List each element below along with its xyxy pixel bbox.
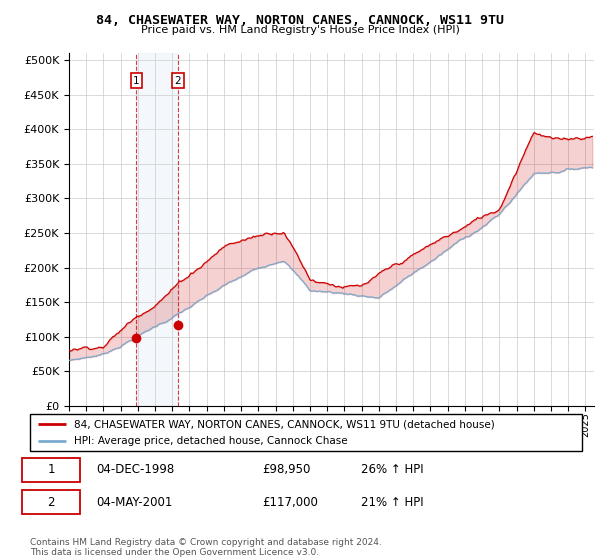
Text: Price paid vs. HM Land Registry's House Price Index (HPI): Price paid vs. HM Land Registry's House … — [140, 25, 460, 35]
FancyBboxPatch shape — [22, 491, 80, 514]
Text: 84, CHASEWATER WAY, NORTON CANES, CANNOCK, WS11 9TU: 84, CHASEWATER WAY, NORTON CANES, CANNOC… — [96, 14, 504, 27]
Text: £98,950: £98,950 — [262, 463, 310, 477]
Text: £117,000: £117,000 — [262, 496, 318, 509]
Text: 84, CHASEWATER WAY, NORTON CANES, CANNOCK, WS11 9TU (detached house): 84, CHASEWATER WAY, NORTON CANES, CANNOC… — [74, 419, 495, 429]
Text: 21% ↑ HPI: 21% ↑ HPI — [361, 496, 424, 509]
FancyBboxPatch shape — [30, 414, 582, 451]
Text: 04-DEC-1998: 04-DEC-1998 — [96, 463, 175, 477]
Text: 04-MAY-2001: 04-MAY-2001 — [96, 496, 173, 509]
FancyBboxPatch shape — [22, 458, 80, 482]
Text: 2: 2 — [47, 496, 55, 509]
Text: 26% ↑ HPI: 26% ↑ HPI — [361, 463, 424, 477]
Bar — [136, 53, 178, 406]
Text: 1: 1 — [47, 463, 55, 477]
Text: Contains HM Land Registry data © Crown copyright and database right 2024.
This d: Contains HM Land Registry data © Crown c… — [30, 538, 382, 557]
Text: 1: 1 — [133, 76, 140, 86]
Text: 2: 2 — [175, 76, 181, 86]
Text: HPI: Average price, detached house, Cannock Chase: HPI: Average price, detached house, Cann… — [74, 436, 348, 446]
